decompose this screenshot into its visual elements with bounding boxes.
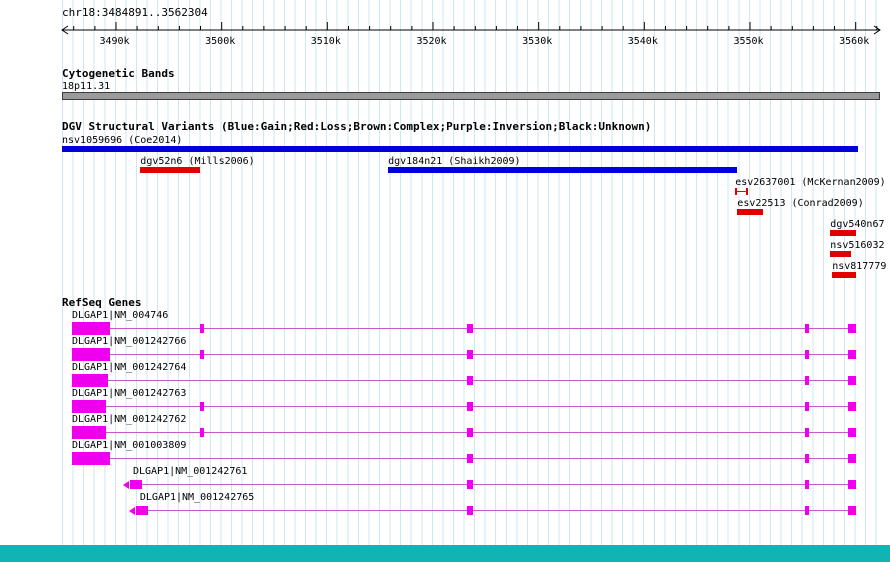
variant-label: nsv1059696 (Coe2014) [62,135,183,146]
gene-label: DLGAP1|NM_001242763 [72,388,187,399]
exon [847,480,857,489]
exon [466,376,474,385]
variant-label: dgv52n6 (Mills2006) [140,156,255,167]
exon [847,428,857,437]
variant-bar-dgv184n21[interactable] [388,167,738,173]
ruler-tick-label: 3560k [839,36,870,47]
gene-model[interactable] [123,478,857,491]
exon [466,454,474,463]
exon [847,402,857,411]
exon [72,426,106,439]
exon [847,350,857,359]
exon [805,324,809,333]
variant-bar-nsv817779[interactable] [832,272,857,278]
cytoband-bar[interactable] [62,92,880,100]
refseq-section-title: RefSeq Genes [62,296,142,309]
exon [72,374,108,387]
gene-label: DLGAP1|NM_001242766 [72,336,187,347]
exon [847,454,857,463]
variant-bar-esv22513[interactable] [737,209,764,215]
region-coordinates: chr18:3484891..3562304 [62,6,208,19]
ruler-tick-label: 3530k [522,36,553,47]
exon [72,348,110,361]
ruler-tick-label: 3540k [627,36,658,47]
exon [466,480,474,489]
gene-label: DLGAP1|NM_001242764 [72,362,187,373]
variant-label: esv2637001 (McKernan2009) [735,177,886,188]
exon [847,324,857,333]
intron-line [136,510,857,511]
variant-label: esv22513 (Conrad2009) [737,198,864,209]
ruler-tick-label: 3510k [310,36,341,47]
minus-strand-arrow-icon [123,481,130,489]
gene-model[interactable] [72,426,857,439]
exon [847,376,857,385]
ruler-tick-label: 3550k [733,36,764,47]
exon [72,400,106,413]
variant-label: dgv184n21 (Shaikh2009) [388,156,521,167]
exon [466,324,474,333]
ruler-tick-label: 3490k [99,36,130,47]
ruler-tick-label: 3520k [416,36,447,47]
exon [466,350,474,359]
variant-bar-dgv540n67[interactable] [830,230,857,236]
bottom-bar [0,545,890,562]
dgv-section-title: DGV Structural Variants (Blue:Gain;Red:L… [62,120,652,133]
exon [805,376,809,385]
exon [72,452,110,465]
intron-line [72,328,857,329]
variant-bar-nsv1059696[interactable] [62,146,859,152]
exon [200,324,205,333]
exon [200,402,205,411]
variant-bar-dgv52n6[interactable] [140,167,200,173]
exon [200,428,205,437]
gene-label: DLGAP1|NM_004746 [72,310,169,321]
exon [805,428,809,437]
exon [130,480,142,489]
exon [805,506,810,515]
exon [200,350,205,359]
gene-label: DLGAP1|NM_001003809 [72,440,187,451]
variant-label: dgv540n67 [830,219,885,230]
gene-model[interactable] [72,322,857,335]
exon [136,506,148,515]
exon [805,454,809,463]
gene-label: DLGAP1|NM_001242761 [133,466,248,477]
gene-model[interactable] [72,400,857,413]
cytoband-label: 18p11.31 [62,81,111,92]
ruler-tick-label: 3500k [205,36,236,47]
exon [805,350,809,359]
gene-label: DLGAP1|NM_001242765 [139,492,255,503]
variant-label: nsv516032 [830,240,885,251]
intron-line [130,484,857,485]
gene-model[interactable] [72,374,857,387]
exon [72,322,110,335]
exon [847,506,857,515]
exon [466,428,474,437]
variant-label: nsv817779 [832,261,887,272]
exon [466,506,474,515]
exon [805,480,810,489]
intron-line [72,380,857,381]
intron-line [72,432,857,433]
variant-bar-nsv516032[interactable] [830,251,851,257]
gene-model[interactable] [72,348,857,361]
exon [466,402,474,411]
minus-strand-arrow-icon [129,507,136,515]
intron-line [72,406,857,407]
gene-label: DLGAP1|NM_001242762 [72,414,187,425]
variant-bar-esv2637001[interactable] [735,188,748,195]
intron-line [72,458,857,459]
intron-line [72,354,857,355]
gene-model[interactable] [129,504,857,517]
exon [805,402,809,411]
cytoband-section-title: Cytogenetic Bands [62,67,175,80]
gene-model[interactable] [72,452,857,465]
